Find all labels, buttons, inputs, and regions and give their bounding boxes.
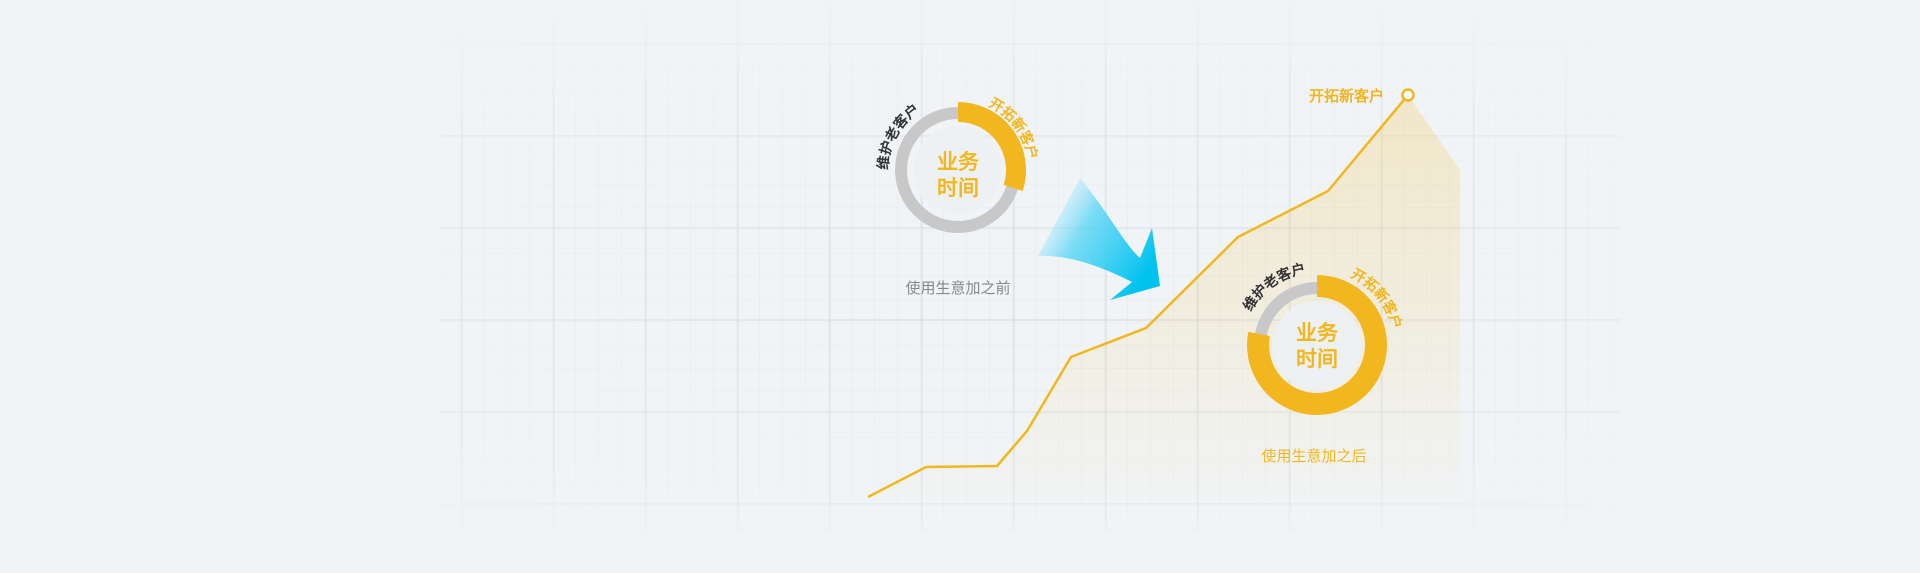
donut-after-center-line2: 时间 <box>1296 347 1338 371</box>
donut-before-new-arc <box>957 102 1026 192</box>
donut-before-inner <box>914 126 1002 214</box>
trend-end-marker <box>1401 88 1415 102</box>
trend-end-label: 开拓新客户 <box>1309 87 1384 105</box>
trend-line <box>867 94 1409 499</box>
transition-arrow-icon <box>1038 178 1160 300</box>
donut-after-inner <box>1273 301 1361 389</box>
donut-before-center-line1: 业务 <box>937 150 980 174</box>
donut-after-new-arc <box>1247 275 1387 415</box>
donut-before-caption: 使用生意加之前 <box>905 279 1010 297</box>
donut-after-center-line1: 业务 <box>1296 321 1339 345</box>
donut-before-center-line2: 时间 <box>937 176 979 200</box>
donut-after-caption: 使用生意加之后 <box>1261 447 1366 465</box>
trend-area <box>868 95 1460 530</box>
